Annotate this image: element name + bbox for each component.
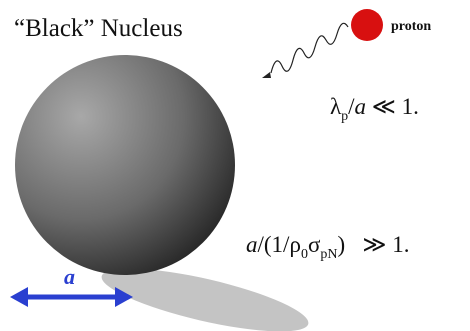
symbol: ≪ 1. [366, 94, 419, 119]
formula-1: λp/a ≪ 1. [330, 94, 419, 124]
symbol: σ [308, 232, 321, 257]
nucleus [15, 55, 235, 275]
symbol: ) ≫ 1. [337, 232, 409, 257]
wave-arrow [262, 72, 271, 78]
symbol: a [355, 94, 367, 119]
symbol: ρ [289, 232, 300, 257]
proton-label: proton [391, 19, 431, 34]
subscript: 0 [301, 247, 308, 262]
symbol: a [246, 232, 258, 257]
subscript: p [341, 109, 348, 124]
proton [351, 9, 383, 41]
wave [271, 23, 348, 73]
scale-label: a [64, 264, 75, 289]
diagram: “Black” Nucleus proton λp/a ≪ 1. a/(1/ρ0… [0, 0, 470, 331]
formula-2: a/(1/ρ0σpN) ≫ 1. [246, 232, 409, 262]
symbol: /(1/ [258, 232, 291, 257]
subscript: pN [320, 247, 337, 262]
title: “Black” Nucleus [14, 15, 183, 42]
